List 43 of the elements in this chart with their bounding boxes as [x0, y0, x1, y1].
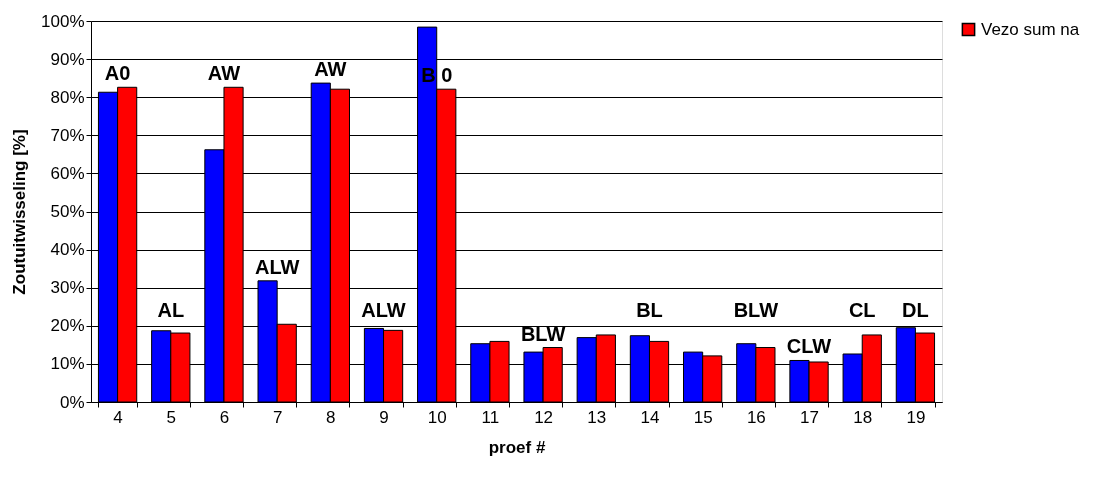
annotation: CL — [848, 298, 876, 321]
x-tick-label: 7 — [272, 407, 283, 427]
annotation: DL — [902, 298, 929, 321]
x-tick-label: 14 — [640, 407, 660, 427]
x-axis-title: proef # — [488, 437, 546, 457]
annotation: A0 — [104, 62, 131, 85]
x-tick-label: 4 — [113, 407, 123, 427]
annotation: BL — [636, 298, 663, 321]
x-tick-label: 16 — [746, 407, 766, 427]
x-tick-label: 6 — [219, 407, 230, 427]
x-tick-label: 11 — [481, 407, 500, 427]
y-tick-label: 10% — [50, 354, 85, 374]
y-tick-label: 60% — [50, 163, 85, 183]
annotation: ALW — [254, 255, 300, 278]
x-tick-label: 15 — [693, 407, 713, 427]
y-tick-label: 80% — [50, 87, 85, 107]
x-tick-label: 18 — [853, 407, 873, 427]
x-tick-label: 19 — [906, 407, 926, 427]
x-tick-label: 13 — [587, 407, 607, 427]
y-tick-label: 40% — [50, 240, 85, 260]
x-tick-label: 10 — [427, 407, 447, 427]
annotation: BLW — [520, 322, 566, 345]
y-tick-label: 30% — [50, 278, 85, 298]
x-tick-label: 9 — [379, 407, 389, 427]
y-tick-label: 20% — [50, 316, 85, 336]
y-tick-label: 100% — [41, 11, 85, 31]
x-tick-label: 12 — [534, 407, 554, 427]
annotation: CLW — [786, 335, 832, 358]
annotation: AW — [207, 62, 241, 85]
annotation: B 0 — [421, 64, 453, 87]
x-tick-label: 5 — [166, 407, 177, 427]
y-tick-label: 90% — [50, 49, 85, 69]
y-axis-title: Zoutuitwisseling [%] — [10, 129, 30, 295]
y-tick-label: 70% — [50, 125, 85, 145]
annotation: BLW — [733, 298, 779, 321]
annotation: AW — [314, 58, 347, 81]
legend-label: Vezo sum na — [981, 19, 1080, 39]
annotation: AL — [157, 298, 185, 321]
y-tick-label: 50% — [50, 202, 85, 221]
y-tick-label: 0% — [59, 392, 85, 412]
x-tick-label: 17 — [800, 407, 819, 427]
annotation: ALW — [361, 298, 406, 321]
x-tick-label: 8 — [326, 407, 336, 427]
